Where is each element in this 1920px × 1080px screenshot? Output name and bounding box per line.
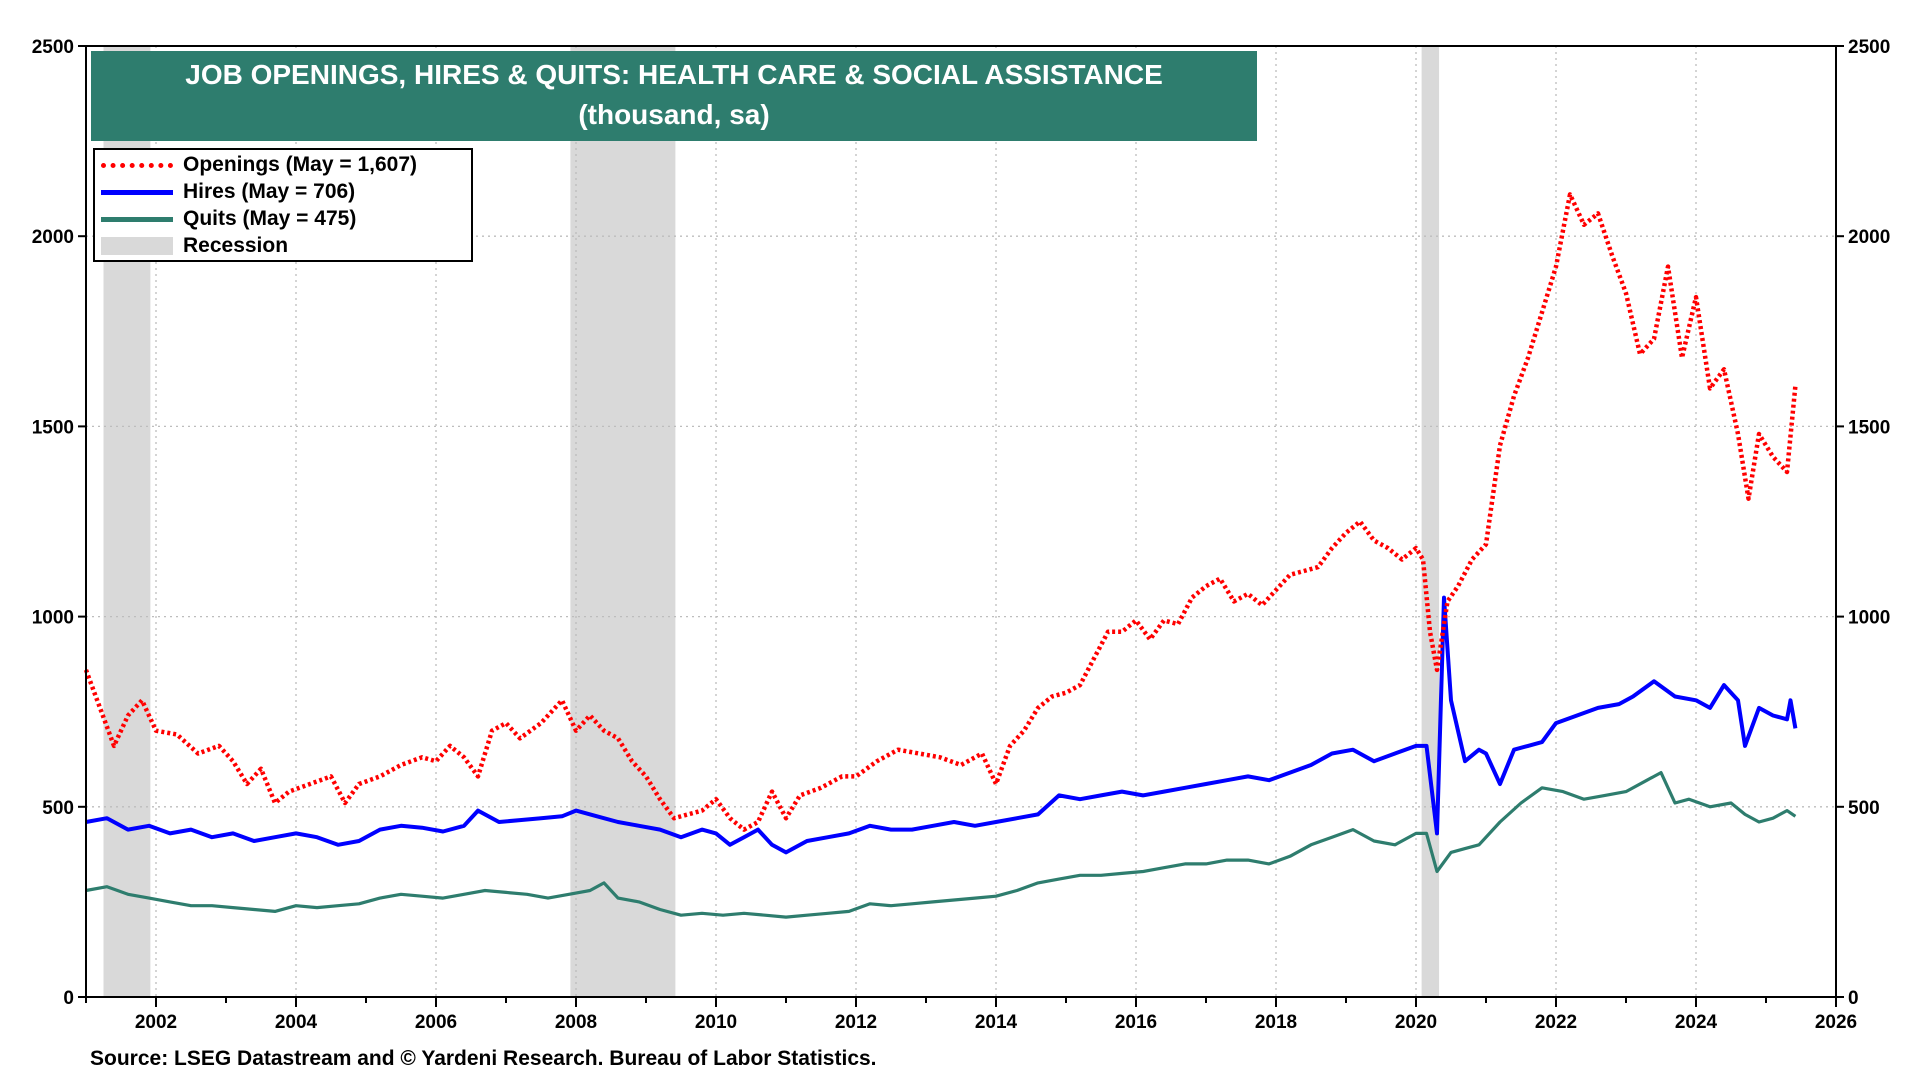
legend-item-hires: Hires (May = 706) [101, 179, 355, 205]
x-tick-label-2006: 2006 [415, 1012, 457, 1033]
x-tick-label-2002: 2002 [135, 1012, 177, 1033]
y-tick-label-left-2500: 2500 [32, 37, 74, 58]
x-tick-label-2024: 2024 [1675, 1012, 1718, 1033]
x-tick-label-2012: 2012 [835, 1012, 877, 1033]
legend-label-quits: Quits (May = 475) [183, 207, 357, 230]
y-tick-label-left-1000: 1000 [32, 608, 74, 629]
chart-title: JOB OPENINGS, HIRES & QUITS: HEALTH CARE… [91, 51, 1257, 141]
legend: Openings (May = 1,607) Hires (May = 706)… [93, 148, 473, 262]
x-tick-label-2026: 2026 [1815, 1012, 1857, 1033]
series-lines [83, 192, 1798, 919]
grid-lines [86, 46, 1836, 997]
y-tick-label-left-0: 0 [63, 988, 74, 1009]
x-tick-label-2018: 2018 [1255, 1012, 1297, 1033]
source-note: Source: LSEG Datastream and © Yardeni Re… [90, 1047, 877, 1070]
y-tick-label-left-500: 500 [42, 798, 74, 819]
legend-label-openings: Openings (May = 1,607) [183, 153, 417, 176]
legend-swatch-quits [101, 212, 173, 226]
y-tick-label-right-2500: 2500 [1848, 37, 1890, 58]
x-tick-label-2010: 2010 [695, 1012, 737, 1033]
legend-label-hires: Hires (May = 706) [183, 180, 356, 203]
axes: 0 500 1000 1500 2000 2500 0 500 1000 1500 2000 2500… [32, 37, 1891, 1033]
y-tick-label-left-2000: 2000 [32, 227, 74, 248]
y-tick-label-right-2000: 2000 [1848, 227, 1890, 248]
x-tick-label-2016: 2016 [1115, 1012, 1157, 1033]
x-tick-label-2022: 2022 [1535, 1012, 1577, 1033]
x-tick-label-2008: 2008 [555, 1012, 597, 1033]
x-tick-label-2020: 2020 [1395, 1012, 1437, 1033]
y-tick-label-right-0: 0 [1848, 988, 1859, 1009]
x-tick-label-2004: 2004 [275, 1012, 318, 1033]
legend-item-quits: Quits (May = 475) [101, 206, 356, 232]
legend-item-openings: Openings (May = 1,607) [101, 152, 417, 178]
legend-swatch-recession [101, 237, 173, 255]
plot-frame [85, 45, 1837, 998]
y-tick-label-left-1500: 1500 [32, 417, 74, 438]
series-line-openings [83, 192, 1798, 832]
y-tick-label-right-1000: 1000 [1848, 608, 1890, 629]
series-line-hires [85, 595, 1798, 855]
legend-swatch-openings [101, 158, 173, 172]
y-tick-label-right-500: 500 [1848, 798, 1880, 819]
x-tick-label-2014: 2014 [975, 1012, 1018, 1033]
legend-swatch-hires [101, 185, 173, 199]
chart-title-line1: JOB OPENINGS, HIRES & QUITS: HEALTH CARE… [185, 59, 1163, 90]
recession-band-1 [570, 46, 676, 997]
y-tick-label-right-1500: 1500 [1848, 417, 1890, 438]
series-line-quits [85, 771, 1797, 919]
recession-band-2 [1421, 46, 1440, 997]
legend-item-recession: Recession [101, 233, 288, 259]
chart-title-line2: (thousand, sa) [578, 99, 770, 130]
legend-label-recession: Recession [183, 234, 289, 257]
